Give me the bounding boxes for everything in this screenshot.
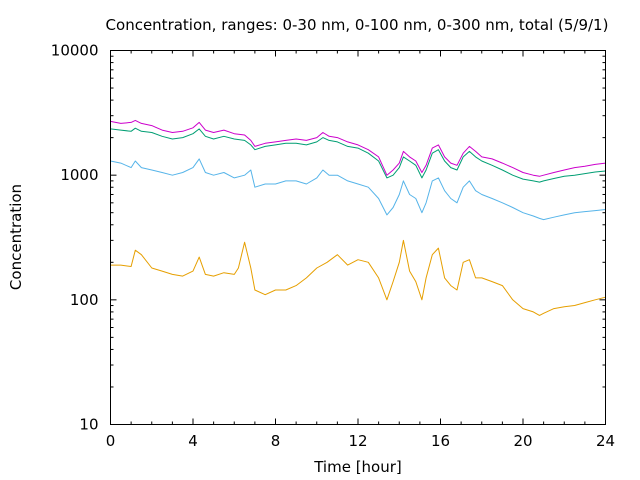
- y-axis-label: Concentration: [7, 184, 25, 290]
- series-line-1: [110, 119, 606, 177]
- x-tick-label: 16: [431, 432, 450, 450]
- x-tick-label: 12: [348, 432, 367, 450]
- series-line-2: [110, 127, 606, 183]
- series-line-4: [110, 239, 606, 316]
- x-tick-label: 24: [596, 432, 615, 450]
- series-layer: [110, 119, 606, 316]
- x-tick-label: 8: [271, 432, 281, 450]
- series-line-3: [110, 158, 606, 221]
- y-tick-label: 1000: [60, 166, 98, 184]
- y-tick-label: 10: [79, 416, 98, 434]
- y-tick-label: 100: [70, 291, 99, 309]
- tick-layer: 0 4 8 12 16 20 24 10 100 1000 10000: [51, 42, 615, 451]
- plot-frame: [110, 50, 606, 425]
- x-tick-label: 0: [106, 432, 116, 450]
- chart-title: Concentration, ranges: 0-30 nm, 0-100 nm…: [106, 16, 609, 34]
- x-axis-label: Time [hour]: [313, 458, 402, 476]
- x-tick-label: 4: [188, 432, 198, 450]
- y-tick-label: 10000: [51, 42, 99, 60]
- x-tick-label: 20: [513, 432, 532, 450]
